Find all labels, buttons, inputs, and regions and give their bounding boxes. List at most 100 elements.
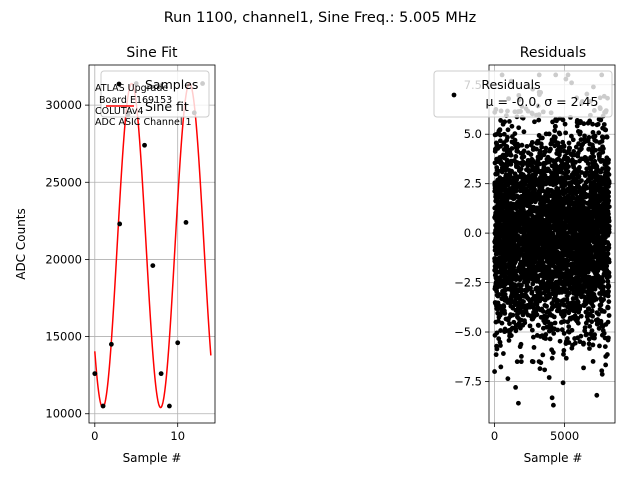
residual-point xyxy=(604,352,610,357)
residual-point xyxy=(606,194,611,199)
residual-point xyxy=(606,270,612,276)
residual-point xyxy=(586,336,592,342)
residual-outlier-point xyxy=(516,400,521,406)
residual-point xyxy=(540,352,546,358)
residual-point xyxy=(605,335,611,341)
residual-point xyxy=(598,117,604,123)
residual-point xyxy=(508,333,514,339)
residual-point xyxy=(557,149,563,154)
residual-point xyxy=(606,313,612,318)
residual-point xyxy=(567,281,573,287)
residual-point xyxy=(590,121,595,127)
legend-residuals-label: Residuals xyxy=(481,77,540,92)
residual-point xyxy=(586,341,592,347)
sine-fit-annotation: ATLAS Upgrade Board E169153 COLUTAv4 ADC… xyxy=(95,83,192,128)
residual-point xyxy=(547,294,553,300)
residual-point xyxy=(606,229,612,235)
residual-point xyxy=(512,131,518,137)
residual-point xyxy=(512,137,518,143)
residual-point xyxy=(543,332,549,337)
residual-point xyxy=(604,263,610,269)
residual-point xyxy=(543,145,549,151)
residual-point xyxy=(551,331,557,336)
residual-point xyxy=(605,293,611,299)
residuals-xtick-label: 0 xyxy=(491,429,498,443)
residual-point xyxy=(548,146,553,152)
residual-point xyxy=(501,304,507,310)
residual-point xyxy=(502,310,508,316)
residual-point xyxy=(569,327,575,333)
residual-point xyxy=(510,312,516,318)
residual-point xyxy=(589,319,595,325)
residual-point xyxy=(606,189,612,195)
residuals-ytick-label: 2.5 xyxy=(464,177,482,191)
residual-point xyxy=(561,351,566,357)
residual-outlier-point xyxy=(513,384,518,390)
residual-point xyxy=(562,312,567,318)
residual-point xyxy=(569,133,574,139)
residual-point xyxy=(496,292,502,297)
residual-point xyxy=(505,127,511,133)
residual-point xyxy=(605,166,611,172)
residual-point xyxy=(531,345,537,350)
residual-point xyxy=(525,279,531,285)
residual-point xyxy=(586,135,592,140)
residual-point xyxy=(566,290,572,296)
residual-point xyxy=(499,320,505,326)
residual-point xyxy=(590,303,596,309)
residual-point xyxy=(561,319,567,324)
annotation-line-2: Board E169153 xyxy=(99,95,172,106)
residual-point xyxy=(513,328,519,334)
residual-point xyxy=(498,364,504,370)
residual-point xyxy=(561,144,567,149)
residual-point xyxy=(593,147,598,153)
residual-point xyxy=(605,305,611,311)
residual-point xyxy=(581,340,586,346)
residual-point xyxy=(552,135,558,140)
residual-point xyxy=(539,135,545,141)
residual-point xyxy=(539,144,545,150)
sine-fit-xlabel: Sample # xyxy=(123,451,182,465)
residual-point xyxy=(600,149,606,155)
annotation-line-4: ADC ASIC Channel 1 xyxy=(95,117,192,128)
residual-point xyxy=(604,134,610,140)
residual-point xyxy=(495,300,501,306)
residual-point xyxy=(560,117,566,123)
residual-point xyxy=(521,299,526,304)
residual-point xyxy=(590,359,596,364)
residuals-xtick-label: 5000 xyxy=(550,429,579,443)
residual-point xyxy=(582,133,587,139)
residual-point xyxy=(605,251,611,257)
residual-point xyxy=(592,133,598,139)
sample-point xyxy=(100,403,106,409)
sine-fit-ytick-label: 20000 xyxy=(45,252,82,266)
annotation-line-1: ATLAS Upgrade xyxy=(95,83,168,94)
residual-point xyxy=(561,331,567,336)
residual-point xyxy=(496,318,501,324)
sample-point xyxy=(183,219,189,225)
residual-point xyxy=(561,348,567,353)
residual-point xyxy=(493,352,499,358)
residual-point xyxy=(575,315,581,321)
residual-point xyxy=(509,168,515,174)
residual-point xyxy=(541,245,547,251)
residual-point xyxy=(606,223,612,229)
residual-point xyxy=(518,341,524,347)
residual-point xyxy=(601,122,607,127)
sine-fit-line xyxy=(94,82,212,409)
residual-point xyxy=(549,355,555,361)
residual-point xyxy=(529,327,535,333)
residual-point xyxy=(589,328,595,334)
residual-point xyxy=(532,119,537,125)
residuals-points xyxy=(492,72,612,408)
sample-point xyxy=(142,142,147,148)
residual-point xyxy=(497,127,503,132)
residual-point xyxy=(508,152,514,158)
residual-point xyxy=(498,118,504,123)
residual-point xyxy=(552,320,558,326)
residual-point xyxy=(494,288,500,294)
residual-point xyxy=(587,323,593,329)
residual-point xyxy=(606,157,611,163)
residual-point xyxy=(494,346,500,352)
residual-point xyxy=(606,198,612,204)
